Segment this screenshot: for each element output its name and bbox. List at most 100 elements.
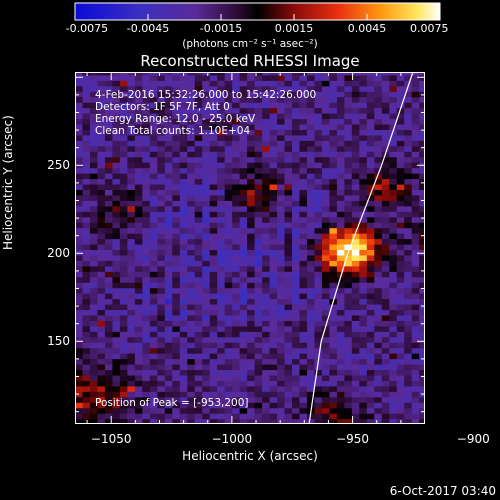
heatmap-cell bbox=[314, 118, 323, 125]
heatmap-cell bbox=[119, 145, 128, 152]
heatmap-cell bbox=[127, 391, 136, 398]
heatmap-cell bbox=[359, 385, 368, 392]
heatmap-cell bbox=[127, 222, 136, 229]
heatmap-cell bbox=[411, 211, 420, 218]
heatmap-cell bbox=[127, 80, 136, 87]
heatmap-cell bbox=[359, 271, 368, 278]
heatmap-cell bbox=[336, 85, 345, 92]
heatmap-cell bbox=[381, 222, 390, 229]
heatmap-cell bbox=[404, 96, 413, 103]
heatmap-cell bbox=[314, 298, 323, 305]
heatmap-cell bbox=[112, 238, 121, 245]
heatmap-cell bbox=[82, 102, 91, 109]
heatmap-cell bbox=[404, 80, 413, 87]
heatmap-cell bbox=[164, 331, 173, 338]
heatmap-cell bbox=[224, 85, 233, 92]
heatmap-cell bbox=[314, 374, 323, 381]
heatmap-cell bbox=[292, 385, 301, 392]
heatmap-cell bbox=[82, 183, 91, 190]
heatmap-cell bbox=[119, 293, 128, 300]
heatmap-cell bbox=[381, 260, 390, 267]
heatmap-cell bbox=[314, 276, 323, 283]
heatmap-cell bbox=[127, 347, 136, 354]
heatmap-cell bbox=[157, 413, 166, 420]
heatmap-cell bbox=[127, 173, 136, 180]
heatmap-cell bbox=[269, 129, 278, 136]
heatmap-cell bbox=[269, 243, 278, 251]
heatmap-cell bbox=[239, 123, 248, 130]
heatmap-cell bbox=[172, 347, 181, 354]
heatmap-cell bbox=[411, 298, 420, 305]
heatmap-cell bbox=[321, 205, 331, 212]
heatmap-cell bbox=[179, 189, 188, 196]
heatmap-cell bbox=[224, 145, 233, 152]
heatmap-cell bbox=[389, 227, 398, 234]
y-tick-label: 150 bbox=[47, 334, 70, 349]
heatmap-cell bbox=[396, 265, 405, 272]
heatmap-cell bbox=[284, 178, 293, 185]
heatmap-cell bbox=[224, 74, 233, 81]
heatmap-cell bbox=[112, 325, 121, 332]
heatmap-cell bbox=[374, 265, 383, 272]
heatmap-cell bbox=[89, 140, 99, 147]
heatmap-cell bbox=[329, 123, 338, 130]
heatmap-cell bbox=[277, 331, 286, 338]
heatmap-cell bbox=[381, 243, 390, 251]
heatmap-cell bbox=[292, 200, 301, 207]
heatmap-cell bbox=[284, 227, 293, 234]
heatmap-cell bbox=[396, 309, 405, 316]
heatmap-cell bbox=[97, 385, 106, 392]
heatmap-cell bbox=[277, 418, 286, 424]
heatmap-cell bbox=[299, 336, 308, 343]
heatmap-cell bbox=[172, 243, 181, 251]
heatmap-cell bbox=[284, 254, 293, 261]
heatmap-cell bbox=[329, 211, 338, 218]
heatmap-cell bbox=[172, 358, 181, 365]
heatmap-cell bbox=[344, 162, 353, 169]
heatmap-cell bbox=[239, 276, 248, 283]
heatmap-cell bbox=[89, 167, 99, 174]
heatmap-cell bbox=[269, 282, 278, 289]
heatmap-cell bbox=[217, 265, 226, 272]
heatmap-cell bbox=[164, 358, 173, 365]
heatmap-cell bbox=[97, 402, 106, 409]
heatmap-cell bbox=[75, 194, 84, 201]
heatmap-cell bbox=[187, 91, 196, 98]
heatmap-cell bbox=[374, 194, 383, 201]
heatmap-cell bbox=[134, 347, 143, 354]
heatmap-cell bbox=[187, 309, 196, 316]
heatmap-cell bbox=[232, 178, 241, 185]
heatmap-cell bbox=[419, 156, 425, 163]
heatmap-cell bbox=[374, 385, 383, 392]
heatmap-cell bbox=[194, 276, 203, 283]
heatmap-cell bbox=[217, 200, 226, 207]
heatmap-cell bbox=[344, 396, 353, 403]
heatmap-cell bbox=[321, 145, 331, 152]
heatmap-cell bbox=[344, 72, 353, 76]
heatmap-cell bbox=[232, 303, 241, 311]
heatmap-cell bbox=[247, 385, 256, 392]
heatmap-cell bbox=[374, 358, 383, 365]
heatmap-cell bbox=[134, 309, 143, 316]
heatmap-cell bbox=[247, 140, 256, 147]
heatmap-cell bbox=[157, 309, 166, 316]
heatmap-cell bbox=[149, 145, 158, 152]
heatmap-cell bbox=[239, 91, 248, 98]
heatmap-cell bbox=[127, 129, 136, 136]
heatmap-cell bbox=[112, 407, 121, 414]
heatmap-cell bbox=[344, 287, 353, 294]
heatmap-cell bbox=[224, 336, 233, 343]
heatmap-cell bbox=[366, 413, 375, 420]
heatmap-cell bbox=[254, 243, 263, 251]
heatmap-cell bbox=[127, 396, 136, 403]
heatmap-cell bbox=[321, 183, 331, 190]
heatmap-cell bbox=[329, 140, 338, 147]
heatmap-cell bbox=[112, 74, 121, 81]
colorbar-tick-label: -0.0045 bbox=[126, 22, 170, 35]
heatmap-cell bbox=[389, 336, 398, 343]
heatmap-cell bbox=[119, 391, 128, 398]
heatmap-cell bbox=[336, 145, 345, 152]
heatmap-cell bbox=[149, 276, 158, 283]
heatmap-cell bbox=[359, 91, 368, 98]
heatmap-cell bbox=[284, 189, 293, 196]
